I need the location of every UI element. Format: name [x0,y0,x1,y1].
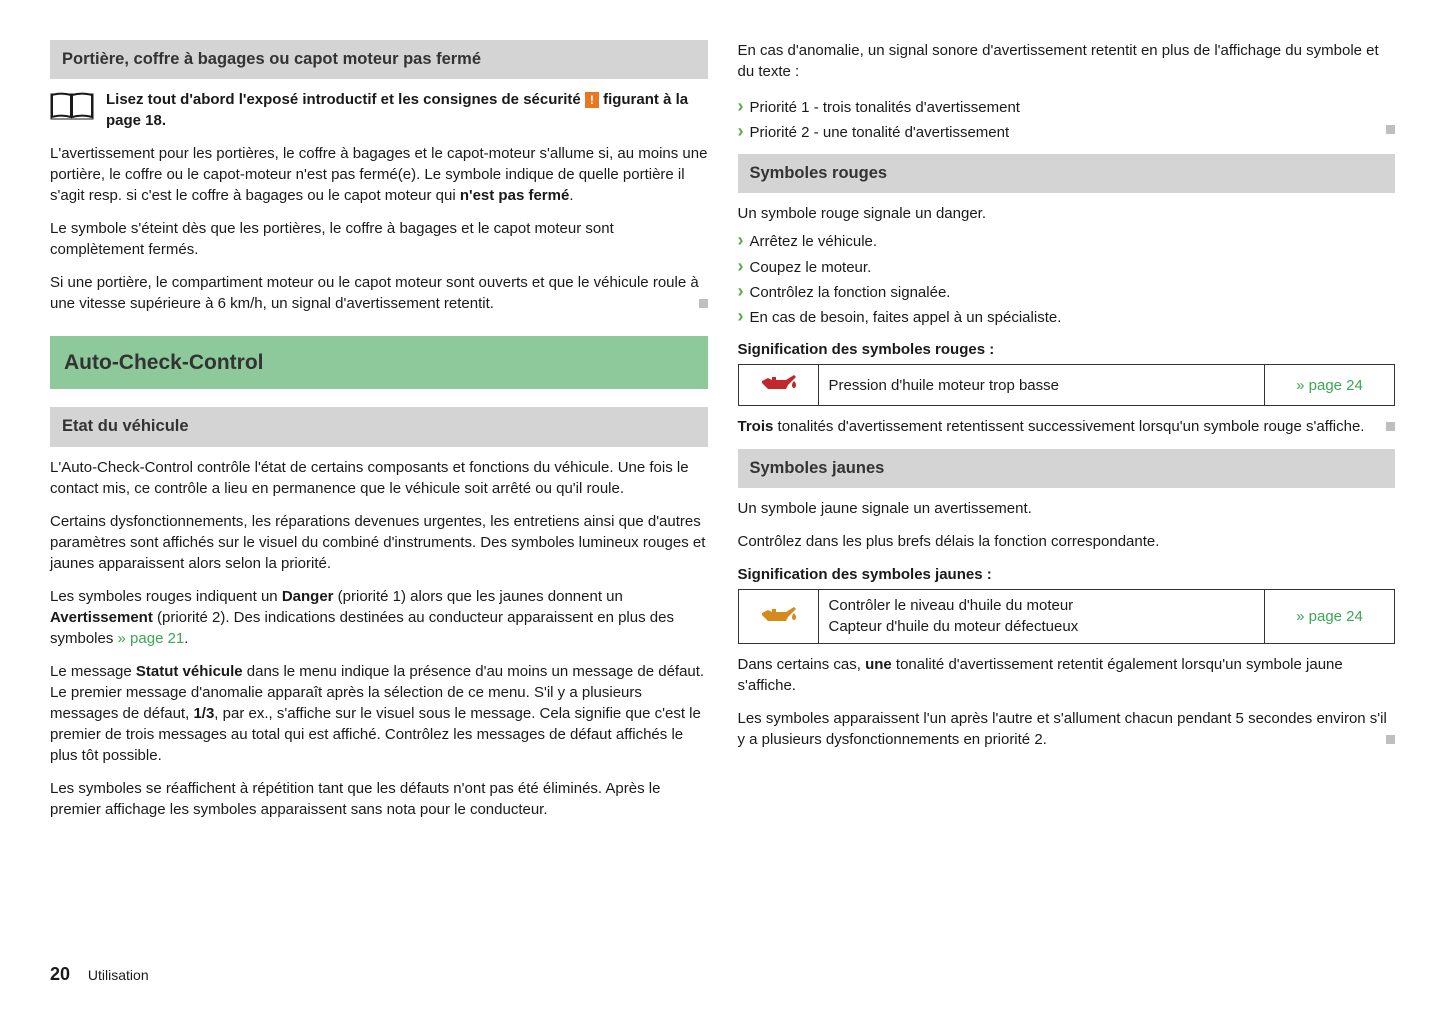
heading-vehicle-state: Etat du véhicule [50,407,708,446]
warning-badge-icon: ! [585,92,599,108]
para-speed-warning: Si une portière, le compartiment moteur … [50,272,708,314]
yel-p3a: Dans certains cas, [738,656,866,673]
list-item: Priorité 1 - trois tonalités d'avertisse… [738,94,1396,119]
heading-door-open: Portière, coffre à bagages ou capot mote… [50,40,708,79]
li-p1: Priorité 1 - trois tonalités d'avertisse… [750,99,1020,116]
p7a: Le message [50,663,136,680]
page-number: 20 [50,964,70,984]
p6f: . [184,630,188,647]
oil-can-red-icon [758,371,798,393]
para-symbol-off: Le symbole s'éteint dès que les portière… [50,218,708,260]
para-repeat: Les symboles se réaffichent à répétition… [50,778,708,820]
end-marker-icon [1386,735,1395,744]
table-row: Contrôler le niveau d'huile du moteur Ca… [738,590,1395,644]
safety-text: Lisez tout d'abord l'exposé introductif … [106,89,708,131]
oil-red-icon-cell [738,365,818,406]
para-three-tones: Trois tonalités d'avertissement retentis… [738,416,1396,437]
para-anomaly-intro: En cas d'anomalie, un signal sonore d'av… [738,40,1396,82]
heading-autocheck: Auto-Check-Control [50,336,708,389]
para-red-yellow: Les symboles rouges indiquent un Danger … [50,586,708,649]
red-p2b: tonalités d'avertissement retentissent s… [773,418,1364,435]
p7b: Statut véhicule [136,663,243,680]
red-symbol-table: Pression d'huile moteur trop basse » pag… [738,364,1396,406]
p6d: Avertissement [50,609,153,626]
p1b: n'est pas fermé [460,187,569,204]
para-autocheck-desc: L'Auto-Check-Control contrôle l'état de … [50,457,708,499]
safety-instruction-row: Lisez tout d'abord l'exposé introductif … [50,89,708,131]
list-item: Contrôlez la fonction signalée. [738,279,1396,304]
para-yellow-warn: Un symbole jaune signale un avertissemen… [738,498,1396,519]
end-marker-icon [1386,125,1395,134]
yel-desc2: Capteur d'huile du moteur défectueux [829,618,1079,635]
p1a: L'avertissement pour les portières, le c… [50,145,707,204]
yel-desc1: Contrôler le niveau d'huile du moteur [829,597,1074,614]
list-item: Coupez le moteur. [738,254,1396,279]
book-icon [50,91,94,127]
safety-text-a: Lisez tout d'abord l'exposé introductif … [106,91,585,108]
list-item: Arrêtez le véhicule. [738,228,1396,253]
p7d: 1/3 [193,705,214,722]
list-item: En cas de besoin, faites appel à un spéc… [738,304,1396,329]
p6a: Les symboles rouges indiquent un [50,588,282,605]
link-page-21[interactable]: » page 21 [118,630,185,647]
red-p2a: Trois [738,418,774,435]
p6b: Danger [282,588,334,605]
link-page-24-yellow[interactable]: » page 24 [1296,608,1363,625]
red-action-list: Arrêtez le véhicule. Coupez le moteur. C… [738,228,1396,329]
para-door-warning: L'avertissement pour les portières, le c… [50,143,708,206]
red-sig-title: Signification des symboles rouges : [738,339,1396,360]
page-container: Portière, coffre à bagages ou capot mote… [50,40,1395,832]
section-label: Utilisation [88,967,149,983]
li-p2: Priorité 2 - une tonalité d'avertissemen… [750,124,1010,141]
red-link-cell: » page 24 [1265,365,1395,406]
left-column: Portière, coffre à bagages ou capot mote… [50,40,708,832]
right-column: En cas d'anomalie, un signal sonore d'av… [738,40,1396,832]
heading-yellow-symbols: Symboles jaunes [738,449,1396,488]
link-page-24-red[interactable]: » page 24 [1296,377,1363,394]
priority-list: Priorité 1 - trois tonalités d'avertisse… [738,94,1396,144]
para-red-danger: Un symbole rouge signale un danger. [738,203,1396,224]
table-row: Pression d'huile moteur trop basse » pag… [738,365,1395,406]
heading-red-symbols: Symboles rouges [738,154,1396,193]
yel-p4: Les symboles apparaissent l'un après l'a… [738,710,1387,748]
end-marker-icon [699,299,708,308]
yel-p3b: une [865,656,892,673]
para-status-msg: Le message Statut véhicule dans le menu … [50,661,708,766]
p6c: (priorité 1) alors que les jaunes donnen… [334,588,623,605]
yellow-symbol-table: Contrôler le niveau d'huile du moteur Ca… [738,589,1396,644]
para-yellow-check: Contrôlez dans les plus brefs délais la … [738,531,1396,552]
para-one-tone: Dans certains cas, une tonalité d'averti… [738,654,1396,696]
para-dysfunction: Certains dysfonctionnements, les réparat… [50,511,708,574]
page-footer: 20 Utilisation [50,962,1395,987]
list-item: Priorité 2 - une tonalité d'avertissemen… [738,119,1396,144]
yellow-sig-title: Signification des symboles jaunes : [738,564,1396,585]
end-marker-icon [1386,422,1395,431]
oil-can-orange-icon [758,603,798,625]
yellow-desc-cell: Contrôler le niveau d'huile du moteur Ca… [818,590,1265,644]
para-5sec: Les symboles apparaissent l'un après l'a… [738,708,1396,750]
red-desc-cell: Pression d'huile moteur trop basse [818,365,1265,406]
yellow-link-cell: » page 24 [1265,590,1395,644]
oil-orange-icon-cell [738,590,818,644]
p3-text: Si une portière, le compartiment moteur … [50,274,699,312]
p1c: . [569,187,573,204]
